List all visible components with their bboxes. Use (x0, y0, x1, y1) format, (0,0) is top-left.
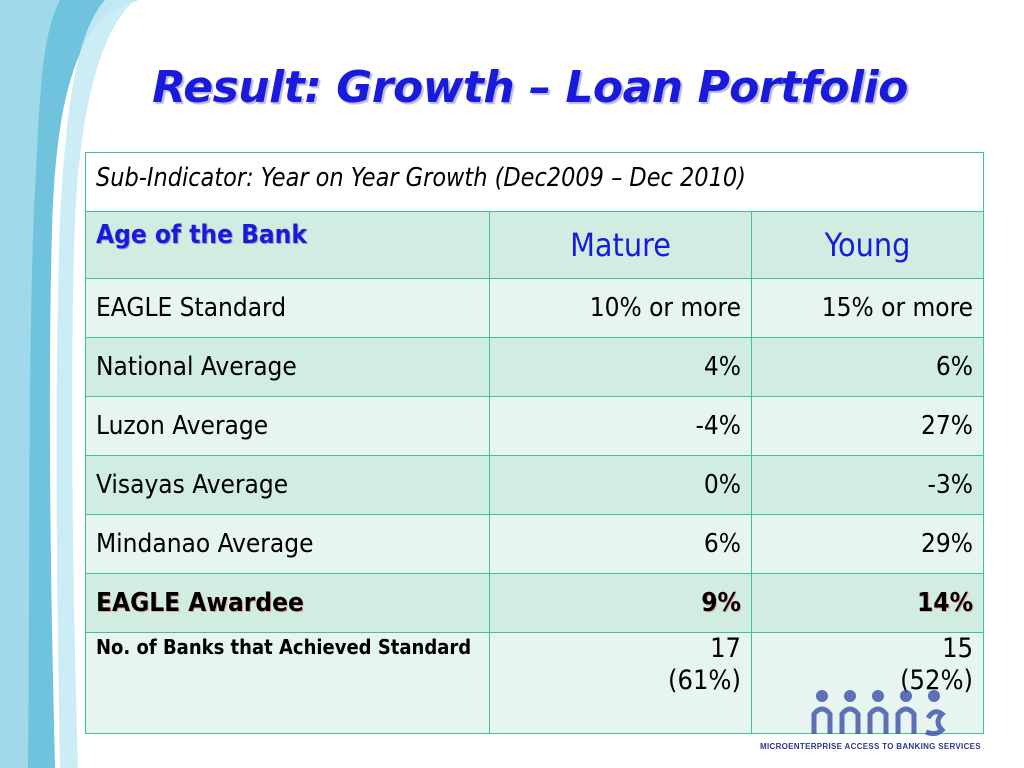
mature-count: 17 (710, 633, 741, 664)
mature-value: 17 (61%) (489, 632, 752, 734)
table-row: Mindanao Average 6% 29% (85, 514, 985, 574)
young-value: 27% (750, 396, 985, 456)
mature-value: 0% (489, 455, 752, 515)
header-row: Age of the Bank Mature Young (85, 211, 985, 279)
mabs-logo-icon (811, 690, 946, 737)
young-value: 14% (750, 573, 985, 633)
row-label: No. of Banks that Achieved Standard (85, 632, 490, 734)
sub-indicator-text: Sub-Indicator: Year on Year Growth (Dec2… (96, 163, 746, 193)
mature-value: 9% (489, 573, 752, 633)
table-row: National Average 4% 6% (85, 337, 985, 397)
young-value: 29% (750, 514, 985, 574)
young-count: 15 (942, 633, 974, 664)
mature-value: 4% (489, 337, 752, 397)
young-value: 6% (750, 337, 985, 397)
sub-indicator-row: Sub-Indicator: Year on Year Growth (Dec2… (84, 152, 985, 212)
slide-title: Result: Growth – Loan Portfolio (152, 62, 908, 113)
results-table: Sub-Indicator: Year on Year Growth (Dec2… (84, 152, 985, 734)
mature-value: 10% or more (489, 278, 752, 338)
row-label: EAGLE Standard (85, 278, 490, 338)
mature-percent: (61%) (668, 665, 741, 696)
header-age-of-bank: Age of the Bank (85, 211, 490, 279)
row-label: National Average (85, 337, 490, 397)
sub-indicator-cell: Sub-Indicator: Year on Year Growth (Dec2… (84, 152, 985, 212)
header-mature: Mature (489, 211, 752, 279)
header-young: Young (750, 211, 985, 279)
mature-value: 6% (489, 514, 752, 574)
table-row-banks-achieved: No. of Banks that Achieved Standard 17 (… (85, 632, 985, 734)
table-row-awardee: EAGLE Awardee 9% 14% (85, 573, 985, 633)
mature-value: -4% (489, 396, 752, 456)
table-row: EAGLE Standard 10% or more 15% or more (85, 278, 985, 338)
decorative-swoosh (0, 0, 138, 768)
logo-tagline: MICROENTERPRISE ACCESS TO BANKING SERVIC… (760, 742, 981, 751)
row-label: Luzon Average (85, 396, 490, 456)
table-row: Visayas Average 0% -3% (85, 455, 985, 515)
young-value: -3% (750, 455, 985, 515)
table-row: Luzon Average -4% 27% (85, 396, 985, 456)
row-label: Mindanao Average (85, 514, 490, 574)
young-value: 15% or more (750, 278, 985, 338)
row-label: EAGLE Awardee (85, 573, 490, 633)
row-label: Visayas Average (85, 455, 490, 515)
